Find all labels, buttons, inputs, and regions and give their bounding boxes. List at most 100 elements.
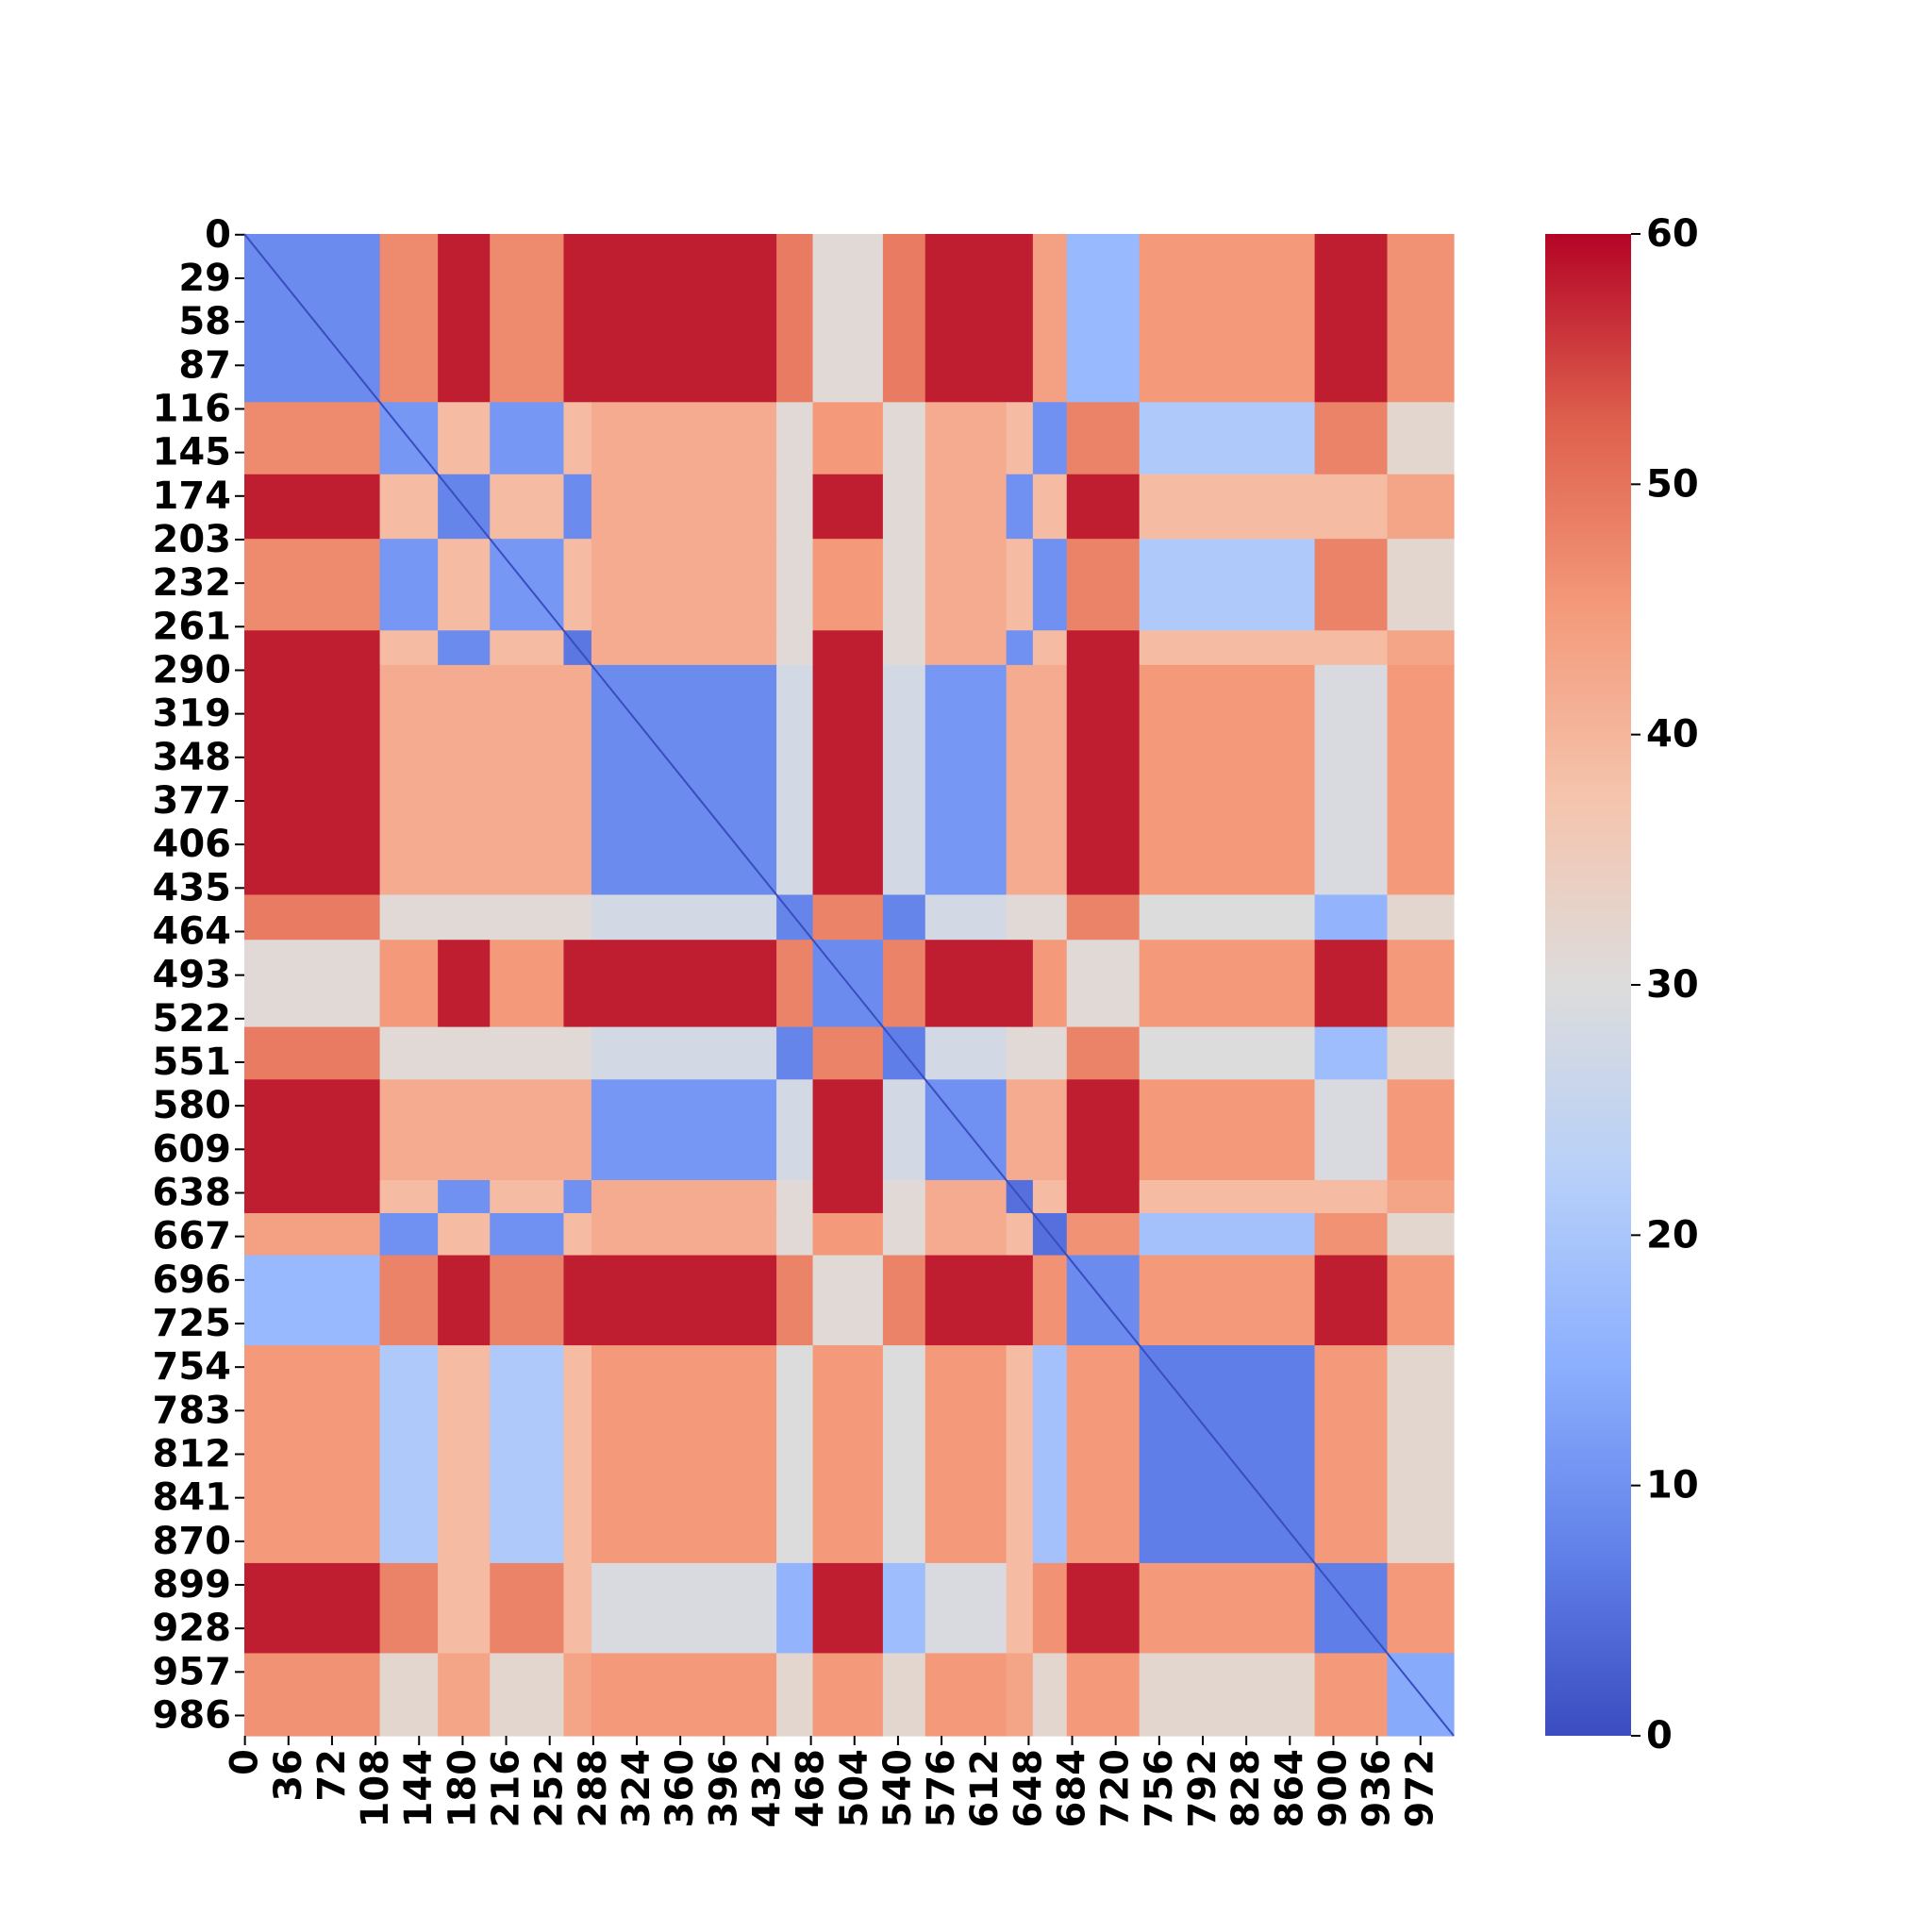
heatmap-cell-2-10 [1006,474,1034,540]
x-tick-label: 504 [833,1749,876,1828]
heatmap-cell-7-3 [490,940,565,1028]
heatmap-cell-12-2 [438,1255,491,1346]
heatmap-cell-7-5 [591,940,777,1028]
heatmap-cell-1-12 [1066,402,1141,475]
heatmap-cell-3-12 [1066,539,1141,631]
heatmap-cell-13-7 [812,1345,884,1564]
heatmap-cell-1-8 [882,402,926,475]
heatmap-cell-15-5 [591,1653,777,1737]
x-tick-label: 36 [267,1749,310,1802]
heatmap-cell-10-4 [563,1179,592,1214]
heatmap-cell-0-1 [379,234,439,403]
heatmap-cell-4-7 [812,630,884,666]
heatmap-cell-0-13 [1139,234,1316,403]
heatmap-cell-13-15 [1387,1345,1455,1564]
heatmap-cell-11-7 [812,1212,884,1257]
heatmap-cell-1-13 [1139,402,1316,475]
x-tick-label: 612 [963,1749,1007,1828]
heatmap-cell-10-12 [1066,1179,1141,1214]
heatmap-cell-14-0 [244,1562,381,1655]
heatmap-cell-0-12 [1066,234,1141,403]
heatmap-cell-3-9 [924,539,1008,631]
heatmap-cell-2-0 [244,474,381,540]
heatmap-cell-1-15 [1387,402,1455,475]
heatmap-cell-14-2 [438,1562,491,1655]
y-tick-label: 754 [153,1345,232,1389]
heatmap-cell-7-6 [776,940,814,1028]
heatmap-cell-2-12 [1066,474,1141,540]
heatmap-cell-8-0 [244,1026,381,1080]
x-tick-label: 828 [1224,1749,1268,1828]
heatmap-cell-4-10 [1006,630,1034,666]
y-tick-label: 957 [153,1650,232,1693]
heatmap-cell-14-3 [490,1562,565,1655]
heatmap-cell-9-11 [1032,1079,1068,1181]
y-tick-label: 0 [205,213,231,257]
heatmap-cell-4-2 [438,630,491,666]
heatmap-cell-7-14 [1314,940,1389,1028]
heatmap-cell-11-12 [1066,1212,1141,1257]
heatmap-cell-2-1 [379,474,439,540]
heatmap-cell-13-5 [591,1345,777,1564]
heatmap-cell-12-1 [379,1255,439,1346]
x-tick-label: 720 [1094,1749,1138,1828]
heatmap-cell-6-4 [563,894,592,941]
y-tick-label: 812 [153,1433,232,1476]
heatmap-cell-12-7 [812,1255,884,1346]
heatmap-cell-6-2 [438,894,491,941]
heatmap-cell-9-5 [591,1079,777,1181]
heatmap-cell-8-13 [1139,1026,1316,1080]
y-tick-label: 870 [153,1520,232,1563]
heatmap-cell-10-0 [244,1179,381,1214]
colorbar-bar [1545,234,1631,1736]
heatmap-cell-8-14 [1314,1026,1389,1080]
y-tick-label: 841 [153,1476,232,1520]
y-tick-label: 87 [178,343,231,387]
heatmap-cell-9-14 [1314,1079,1389,1181]
heatmap-cell-12-0 [244,1255,381,1346]
heatmap-cell-6-12 [1066,894,1141,941]
heatmap-cell-15-8 [882,1653,926,1737]
heatmap-cell-15-6 [776,1653,814,1737]
heatmap-cell-1-11 [1032,402,1068,475]
heatmap-cell-0-3 [490,234,565,403]
y-tick-label: 986 [153,1694,232,1738]
y-tick-label: 580 [153,1084,232,1127]
heatmap-cell-4-11 [1032,630,1068,666]
y-tick-label: 232 [153,561,232,605]
y-tick-label: 58 [178,300,231,343]
y-tick-label: 551 [153,1041,232,1084]
y-tick-label: 638 [153,1171,232,1214]
heatmap-cell-9-6 [776,1079,814,1181]
heatmap-cell-7-9 [924,940,1008,1028]
heatmap-cell-12-9 [924,1255,1008,1346]
heatmap-cell-2-4 [563,474,592,540]
heatmap-cell-6-9 [924,894,1008,941]
heatmap-cell-5-14 [1314,664,1389,896]
heatmap-cell-11-8 [882,1212,926,1257]
diagonal-line [243,233,1455,1737]
heatmap-cell-5-8 [882,664,926,896]
heatmap-cell-2-13 [1139,474,1316,540]
heatmap-cell-6-11 [1032,894,1068,941]
heatmap-cell-5-6 [776,664,814,896]
heatmap-cell-10-6 [776,1179,814,1214]
x-tick-label: 360 [658,1749,702,1828]
heatmap-cell-0-11 [1032,234,1068,403]
heatmap-cell-10-2 [438,1179,491,1214]
heatmap-cell-13-3 [490,1345,565,1564]
heatmap-cell-7-4 [563,940,592,1028]
heatmap-cell-5-11 [1032,664,1068,896]
heatmap-cell-0-9 [924,234,1008,403]
heatmap-cell-3-15 [1387,539,1455,631]
heatmap-cell-3-6 [776,539,814,631]
x-tick-label: 180 [441,1749,484,1828]
heatmap-cell-10-11 [1032,1179,1068,1214]
colorbar-tick-label: 10 [1646,1464,1699,1507]
heatmap-cell-13-10 [1006,1345,1034,1564]
x-tick-label: 72 [310,1749,354,1802]
heatmap-cell-13-4 [563,1345,592,1564]
heatmap-cell-12-6 [776,1255,814,1346]
heatmap-cell-12-11 [1032,1255,1068,1346]
heatmap-cell-3-7 [812,539,884,631]
